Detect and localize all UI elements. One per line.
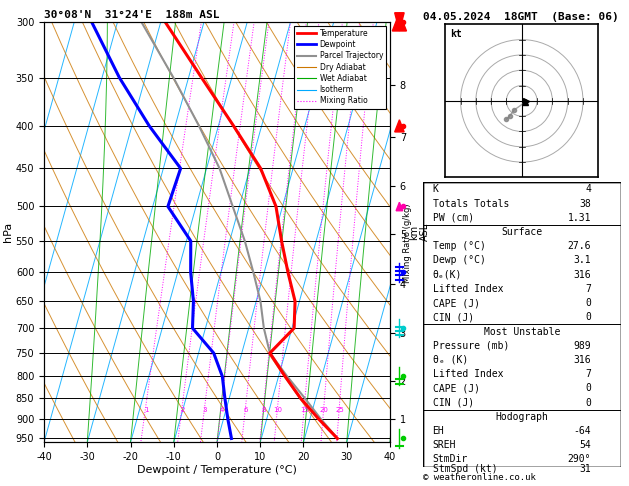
Text: kt: kt: [450, 29, 462, 39]
Polygon shape: [396, 202, 403, 211]
Polygon shape: [395, 13, 404, 31]
Text: 4: 4: [220, 407, 224, 413]
Text: 316: 316: [574, 355, 591, 365]
Text: PW (cm): PW (cm): [433, 213, 474, 223]
Text: θₑ(K): θₑ(K): [433, 270, 462, 279]
Text: EH: EH: [433, 426, 444, 436]
Text: -64: -64: [574, 426, 591, 436]
Text: Dewp (°C): Dewp (°C): [433, 256, 486, 265]
Text: 31: 31: [579, 465, 591, 474]
Text: Temp (°C): Temp (°C): [433, 241, 486, 251]
Text: 290°: 290°: [567, 454, 591, 465]
Text: CAPE (J): CAPE (J): [433, 383, 479, 393]
Text: θₑ (K): θₑ (K): [433, 355, 468, 365]
Text: 30°08'N  31°24'E  188m ASL: 30°08'N 31°24'E 188m ASL: [44, 10, 220, 20]
X-axis label: Dewpoint / Temperature (°C): Dewpoint / Temperature (°C): [137, 465, 297, 475]
Legend: Temperature, Dewpoint, Parcel Trajectory, Dry Adiabat, Wet Adiabat, Isotherm, Mi: Temperature, Dewpoint, Parcel Trajectory…: [294, 26, 386, 108]
Text: StmSpd (kt): StmSpd (kt): [433, 465, 497, 474]
Text: 1: 1: [144, 407, 148, 413]
Text: 316: 316: [574, 270, 591, 279]
Y-axis label: hPa: hPa: [3, 222, 13, 242]
Text: 38: 38: [579, 199, 591, 208]
Text: 7: 7: [585, 284, 591, 294]
Text: 7: 7: [585, 369, 591, 379]
Text: 04.05.2024  18GMT  (Base: 06): 04.05.2024 18GMT (Base: 06): [423, 12, 618, 22]
Polygon shape: [395, 120, 404, 132]
Text: 6: 6: [243, 407, 248, 413]
Text: CIN (J): CIN (J): [433, 312, 474, 322]
Text: 8: 8: [262, 407, 266, 413]
Text: 0: 0: [585, 312, 591, 322]
Text: 0: 0: [585, 383, 591, 393]
Text: 0: 0: [585, 298, 591, 308]
Text: Mixing Ratio (g/kg): Mixing Ratio (g/kg): [403, 203, 412, 283]
Polygon shape: [392, 13, 406, 31]
Text: Most Unstable: Most Unstable: [484, 327, 560, 336]
Text: 20: 20: [320, 407, 328, 413]
Text: 54: 54: [579, 440, 591, 450]
Text: CIN (J): CIN (J): [433, 398, 474, 408]
Text: 3: 3: [203, 407, 208, 413]
Text: 3.1: 3.1: [574, 256, 591, 265]
Text: K: K: [433, 184, 438, 194]
Text: 0: 0: [585, 398, 591, 408]
Text: Surface: Surface: [501, 227, 542, 237]
Text: 27.6: 27.6: [567, 241, 591, 251]
Y-axis label: km
ASL: km ASL: [409, 223, 430, 241]
Text: Lifted Index: Lifted Index: [433, 369, 503, 379]
Text: Pressure (mb): Pressure (mb): [433, 341, 509, 351]
Text: 4: 4: [585, 184, 591, 194]
Text: 989: 989: [574, 341, 591, 351]
Text: 2: 2: [181, 407, 185, 413]
Text: 15: 15: [300, 407, 309, 413]
Text: StmDir: StmDir: [433, 454, 468, 465]
Text: Totals Totals: Totals Totals: [433, 199, 509, 208]
Text: 10: 10: [274, 407, 282, 413]
Text: CAPE (J): CAPE (J): [433, 298, 479, 308]
Text: Hodograph: Hodograph: [495, 412, 548, 422]
Text: © weatheronline.co.uk: © weatheronline.co.uk: [423, 473, 535, 482]
Text: SREH: SREH: [433, 440, 456, 450]
Text: 25: 25: [335, 407, 344, 413]
Text: Lifted Index: Lifted Index: [433, 284, 503, 294]
Text: 1.31: 1.31: [567, 213, 591, 223]
